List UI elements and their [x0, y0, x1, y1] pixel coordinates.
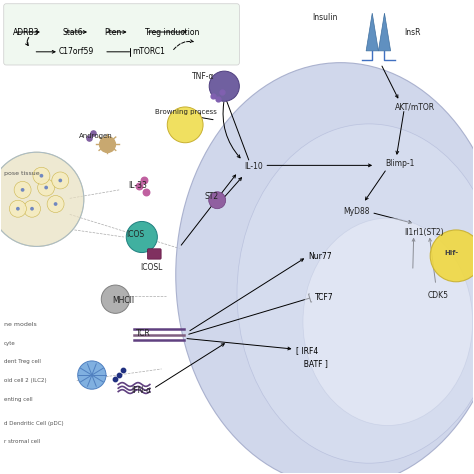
Circle shape [21, 188, 25, 192]
Circle shape [0, 152, 84, 246]
Point [104, 140, 111, 147]
Text: TNF-α: TNF-α [192, 72, 215, 81]
Ellipse shape [176, 63, 474, 474]
Text: IL-10: IL-10 [244, 162, 263, 171]
Text: r stromal cell: r stromal cell [4, 439, 40, 445]
Polygon shape [378, 13, 391, 51]
Circle shape [24, 200, 40, 217]
Polygon shape [366, 13, 378, 51]
Text: MHCII: MHCII [112, 296, 134, 305]
Text: oid cell 2 (ILC2): oid cell 2 (ILC2) [4, 378, 46, 383]
Text: Stat6: Stat6 [63, 27, 83, 36]
Circle shape [78, 361, 106, 389]
FancyArrowPatch shape [26, 37, 29, 46]
Text: AKT/mTOR: AKT/mTOR [395, 103, 435, 112]
Text: Pten: Pten [104, 27, 121, 36]
Circle shape [209, 192, 226, 209]
Point [142, 188, 150, 196]
Text: InsR: InsR [404, 27, 421, 36]
Text: C17orf59: C17orf59 [59, 47, 94, 56]
Text: ST2: ST2 [204, 192, 218, 201]
Circle shape [47, 196, 64, 212]
Circle shape [16, 207, 20, 210]
Text: [ IRF4: [ IRF4 [296, 346, 318, 356]
Point [112, 375, 119, 383]
Text: d Dendritic Cell (pDC): d Dendritic Cell (pDC) [4, 420, 64, 426]
Text: ADRB3: ADRB3 [13, 27, 40, 36]
Circle shape [209, 71, 239, 101]
Text: Browning process: Browning process [155, 109, 217, 115]
Point [90, 129, 97, 137]
Circle shape [37, 179, 55, 196]
Point [115, 371, 123, 379]
Ellipse shape [303, 218, 473, 426]
Circle shape [9, 200, 27, 217]
Point [214, 95, 222, 103]
Text: mTORC1: mTORC1 [132, 47, 165, 56]
Text: CDK5: CDK5 [428, 292, 449, 301]
Text: ICOSL: ICOSL [140, 263, 163, 272]
Text: dent Treg cell: dent Treg cell [4, 359, 41, 365]
Point [140, 176, 147, 183]
Circle shape [126, 221, 157, 253]
Text: ne models: ne models [4, 322, 36, 327]
Text: TCF7: TCF7 [315, 293, 333, 302]
FancyBboxPatch shape [4, 4, 239, 65]
Circle shape [30, 207, 34, 210]
Circle shape [167, 107, 203, 143]
Circle shape [52, 172, 69, 189]
Circle shape [44, 186, 48, 190]
Text: IFN-α: IFN-α [131, 386, 151, 395]
Circle shape [101, 285, 129, 313]
Point [85, 134, 92, 142]
Point [210, 92, 217, 100]
Text: Blimp-1: Blimp-1 [385, 159, 415, 168]
Circle shape [430, 230, 474, 282]
Text: Nur77: Nur77 [309, 252, 332, 261]
Circle shape [39, 174, 43, 178]
Text: cyte: cyte [4, 340, 16, 346]
Text: Androgen: Androgen [79, 133, 113, 139]
Circle shape [33, 167, 50, 184]
Text: ICOS: ICOS [126, 230, 145, 239]
Text: Il1rl1(ST2): Il1rl1(ST2) [404, 228, 444, 237]
Text: TCR: TCR [136, 329, 150, 338]
Text: BATF ]: BATF ] [299, 359, 328, 368]
Ellipse shape [237, 124, 474, 463]
Text: Treg induction: Treg induction [145, 27, 200, 36]
Point [218, 88, 226, 96]
Text: MyD88: MyD88 [343, 207, 370, 216]
FancyBboxPatch shape [147, 249, 161, 259]
Text: enting cell: enting cell [4, 397, 32, 402]
Circle shape [54, 202, 57, 206]
Point [135, 182, 143, 190]
Text: Hif-: Hif- [444, 250, 458, 256]
Text: IL-33: IL-33 [128, 181, 147, 190]
Point [119, 366, 127, 374]
Circle shape [58, 179, 62, 182]
Text: Insulin: Insulin [312, 13, 338, 22]
Circle shape [14, 182, 31, 198]
Text: pose tissue: pose tissue [4, 171, 39, 176]
